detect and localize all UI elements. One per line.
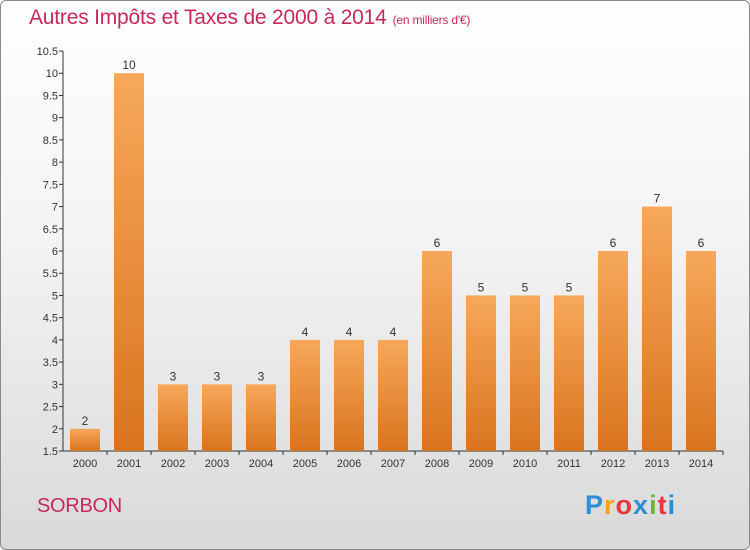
data-label-2007: 4 — [390, 325, 397, 339]
y-tick-label: 10 — [46, 68, 58, 80]
data-label-2013: 7 — [654, 192, 661, 206]
data-label-2012: 6 — [610, 236, 617, 250]
x-tick-label-2001: 2001 — [117, 458, 141, 470]
chart-title-text: Autres Impôts et Taxes de 2000 à 2014 — [29, 6, 387, 29]
bar-2012 — [598, 251, 628, 451]
x-tick-label-2012: 2012 — [601, 458, 625, 470]
y-tick-label: 2 — [52, 424, 58, 436]
bar-2011 — [554, 295, 584, 451]
y-tick-label: 6 — [52, 246, 58, 258]
bar-2005 — [290, 339, 320, 451]
chart-bars — [70, 73, 716, 451]
bar-2009 — [466, 295, 496, 451]
y-tick-label: 6.5 — [43, 224, 58, 236]
y-tick-label: 9.5 — [43, 90, 58, 102]
data-label-2014: 6 — [698, 236, 705, 250]
data-label-2002: 3 — [170, 369, 177, 383]
x-tick-label-2004: 2004 — [249, 458, 273, 470]
bar-2002 — [158, 384, 188, 451]
y-tick-label: 5.5 — [43, 268, 58, 280]
x-tick-label-2010: 2010 — [513, 458, 537, 470]
x-tick-label-2003: 2003 — [205, 458, 229, 470]
y-tick-label: 8 — [52, 157, 58, 169]
bar-2007 — [378, 339, 408, 451]
chart-data-labels: 2 10 3 3 3 4 4 4 6 5 5 5 6 7 6 — [82, 58, 705, 428]
bar-2010 — [510, 295, 540, 451]
y-tick-label: 1.5 — [43, 446, 58, 458]
logo-letter: i — [667, 490, 677, 520]
bar-2013 — [642, 206, 672, 451]
x-tick-label-2002: 2002 — [161, 458, 185, 470]
data-label-2008: 6 — [434, 236, 441, 250]
bar-2001 — [114, 73, 144, 451]
chart-title: Autres Impôts et Taxes de 2000 à 2014 (en… — [29, 6, 470, 30]
logo-letter: t — [657, 490, 668, 520]
y-tick-label: 7 — [52, 202, 58, 214]
proxiti-logo: Proxiti — [585, 490, 676, 521]
logo-letter: o — [615, 490, 634, 520]
y-tick-label: 3 — [52, 379, 58, 391]
y-tick-label: 3.5 — [43, 357, 58, 369]
bar-2003 — [202, 384, 232, 451]
data-label-2010: 5 — [522, 280, 529, 294]
x-tick-label-2009: 2009 — [469, 458, 493, 470]
x-tick-label-2014: 2014 — [689, 458, 713, 470]
y-tick-label: 5 — [52, 290, 58, 302]
data-label-2001: 10 — [122, 58, 136, 72]
y-tick-label: 4 — [52, 335, 58, 347]
data-label-2009: 5 — [478, 280, 485, 294]
logo-letter: r — [604, 490, 616, 520]
logo-letter: P — [585, 490, 605, 520]
y-tick-label: 4.5 — [43, 313, 58, 325]
bar-2000 — [70, 428, 100, 451]
y-tick-label: 8.5 — [43, 135, 58, 147]
bar-2004 — [246, 384, 276, 451]
x-tick-label-2007: 2007 — [381, 458, 405, 470]
x-tick-label-2013: 2013 — [645, 458, 669, 470]
y-tick-label: 9 — [52, 113, 58, 125]
data-label-2005: 4 — [302, 325, 309, 339]
x-tick-label-2005: 2005 — [293, 458, 317, 470]
bar-2006 — [334, 339, 364, 451]
logo-letter: x — [633, 490, 650, 520]
logo-letter: i — [649, 490, 658, 520]
data-label-2004: 3 — [258, 369, 265, 383]
y-tick-label: 7.5 — [43, 179, 58, 191]
data-label-2000: 2 — [82, 414, 89, 428]
chart-subtitle: (en milliers d'€) — [392, 13, 471, 27]
data-label-2006: 4 — [346, 325, 353, 339]
x-tick-label-2008: 2008 — [425, 458, 449, 470]
bar-2014 — [686, 251, 716, 451]
commune-name: SORBON — [37, 495, 122, 517]
x-tick-label-2011: 2011 — [557, 458, 581, 470]
y-tick-label: 2.5 — [43, 402, 58, 414]
x-tick-label-2006: 2006 — [337, 458, 361, 470]
data-label-2011: 5 — [566, 280, 573, 294]
bar-2008 — [422, 251, 452, 451]
data-label-2003: 3 — [214, 369, 221, 383]
y-tick-label: 10.5 — [37, 46, 58, 58]
x-tick-label-2000: 2000 — [73, 458, 97, 470]
